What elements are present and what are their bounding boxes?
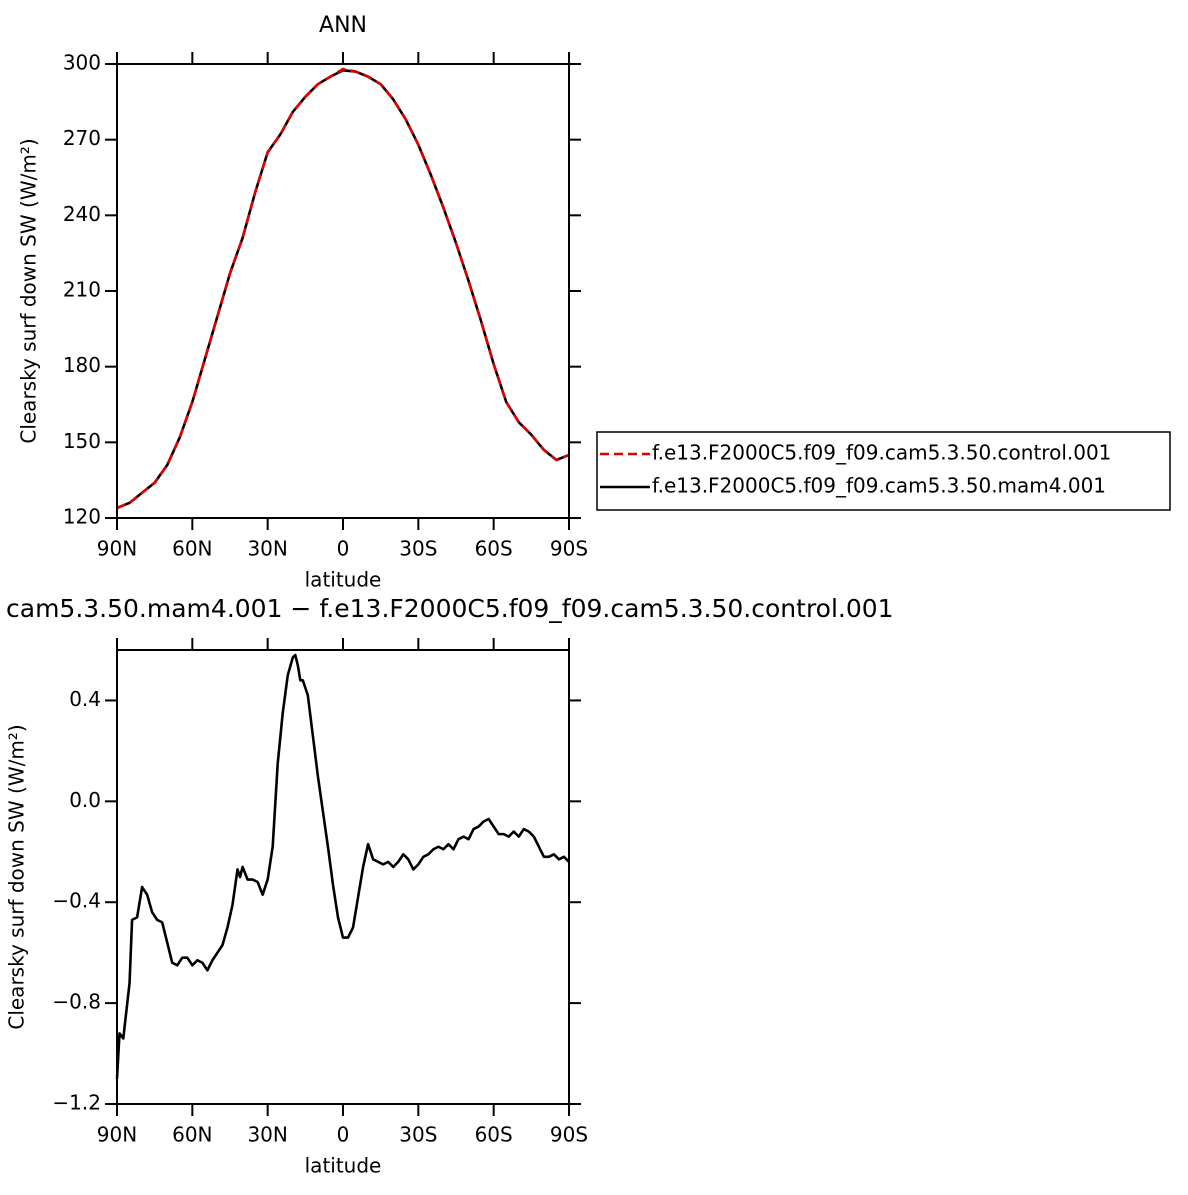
x-tick-label: 30S xyxy=(399,1123,437,1147)
plot-frame xyxy=(116,63,570,519)
y-tick-label: 120 xyxy=(63,505,101,529)
data-line xyxy=(116,69,570,510)
legend-label: f.e13.F2000C5.f09_f09.cam5.3.50.mam4.001 xyxy=(652,474,1106,498)
y-tick-label: 180 xyxy=(63,353,101,377)
x-tick-label: 90S xyxy=(550,1123,588,1147)
x-tick-label: 90S xyxy=(550,537,588,561)
y-tick-label: −0.8 xyxy=(52,990,101,1014)
x-tick-label: 60S xyxy=(475,537,513,561)
data-line xyxy=(115,653,570,1079)
x-tick-label: 30N xyxy=(247,1123,287,1147)
plot-frame xyxy=(116,649,570,1105)
legend-box xyxy=(596,431,1171,511)
x-tick-label: 30N xyxy=(247,537,287,561)
y-tick-label: 150 xyxy=(63,429,101,453)
y-tick-label: −0.4 xyxy=(52,889,101,913)
x-tick-label: 60S xyxy=(475,1123,513,1147)
x-tick-label: 90N xyxy=(97,1123,137,1147)
chart-title: cam5.3.50.mam4.001 − f.e13.F2000C5.f09_f… xyxy=(6,594,894,623)
y-tick-label: 0.4 xyxy=(69,687,101,711)
x-tick-label: 60N xyxy=(172,537,212,561)
y-tick-label: 300 xyxy=(63,51,101,75)
y-tick-label: 270 xyxy=(63,126,101,150)
y-axis-label: Clearsky surf down SW (W/m²) xyxy=(5,724,29,1029)
x-axis-label: latitude xyxy=(305,568,382,592)
y-tick-label: 210 xyxy=(63,278,101,302)
legend-label: f.e13.F2000C5.f09_f09.cam5.3.50.control.… xyxy=(652,441,1111,465)
x-tick-label: 90N xyxy=(97,537,137,561)
y-tick-label: −1.2 xyxy=(52,1091,101,1115)
x-axis-label: latitude xyxy=(305,1154,382,1178)
x-tick-label: 30S xyxy=(399,537,437,561)
x-tick-label: 0 xyxy=(337,1123,350,1147)
y-axis-label: Clearsky surf down SW (W/m²) xyxy=(17,138,41,443)
x-tick-label: 60N xyxy=(172,1123,212,1147)
chart-title: ANN xyxy=(319,13,367,38)
y-tick-label: 240 xyxy=(63,202,101,226)
x-tick-label: 0 xyxy=(337,537,350,561)
y-tick-label: 0.0 xyxy=(69,788,101,812)
data-line xyxy=(116,67,570,510)
